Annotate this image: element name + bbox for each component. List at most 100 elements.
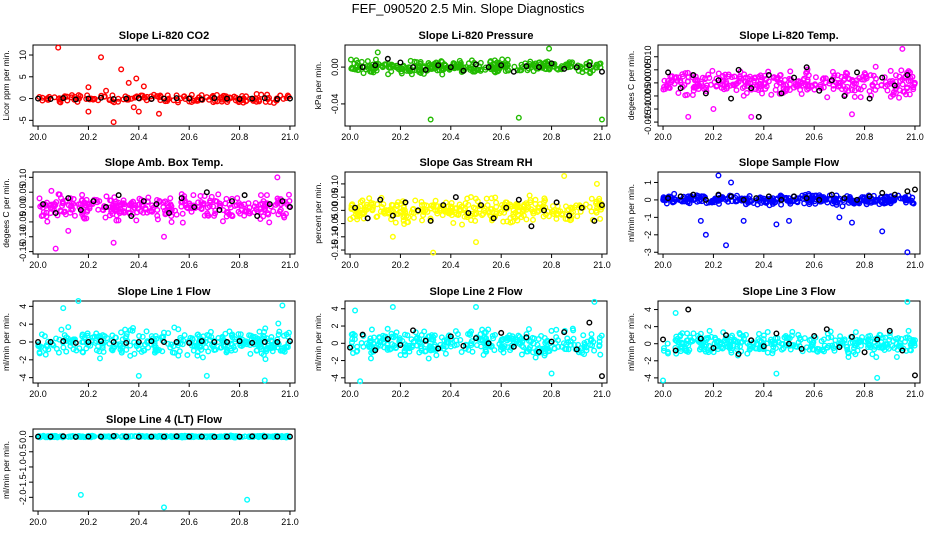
y-axis-label: ml/min per min. <box>1 313 11 371</box>
data-point <box>444 338 451 345</box>
data-point <box>804 78 811 85</box>
data-point <box>828 334 835 341</box>
data-point <box>583 347 590 354</box>
data-point <box>908 341 915 348</box>
data-point <box>740 92 747 99</box>
reference-point <box>274 433 281 440</box>
data-point <box>426 333 433 340</box>
reference-point <box>402 199 409 206</box>
data-point <box>71 212 78 219</box>
outlier-point <box>591 298 598 305</box>
x-tick-label: 21.0 <box>281 389 299 399</box>
data-point <box>67 209 74 216</box>
data-point <box>705 71 712 78</box>
data-point <box>106 212 113 219</box>
x-tick-label: 20.2 <box>392 132 410 142</box>
data-point <box>468 338 475 345</box>
data-point <box>846 76 853 83</box>
data-point <box>383 61 390 68</box>
reference-point <box>755 113 762 120</box>
data-point <box>237 331 244 338</box>
data-point <box>810 195 817 202</box>
y-tick-label: -0.10 <box>330 227 340 248</box>
reference-point <box>490 215 497 222</box>
reference-point <box>123 433 130 440</box>
data-point <box>902 91 909 98</box>
reference-point <box>410 64 417 71</box>
data-point <box>440 345 447 352</box>
x-tick-label: 20.0 <box>29 389 47 399</box>
data-point <box>228 347 235 354</box>
data-point <box>59 200 66 207</box>
y-tick-label: 4 <box>18 304 28 309</box>
data-point <box>140 209 147 216</box>
y-tick-label: 0 <box>643 197 653 202</box>
data-point <box>861 70 868 77</box>
data-point <box>758 338 765 345</box>
data-point <box>412 197 419 204</box>
data-point <box>61 332 68 339</box>
data-point <box>693 83 700 90</box>
panel-title: Slope Sample Flow <box>739 157 840 169</box>
reference-point <box>241 192 248 199</box>
y-tick-label: -2 <box>330 357 340 365</box>
reference-point <box>427 217 434 224</box>
data-point <box>407 68 414 75</box>
data-point <box>512 214 519 221</box>
data-point <box>734 339 741 346</box>
data-point <box>751 75 758 82</box>
data-point <box>283 94 290 101</box>
y-tick-label: 0.00 <box>330 58 340 76</box>
panel-title: Slope Li-820 Pressure <box>419 30 534 42</box>
data-point <box>588 195 595 202</box>
reference-point <box>803 64 810 71</box>
reference-point <box>861 349 868 356</box>
data-point <box>77 93 84 100</box>
data-point <box>348 331 355 338</box>
reference-point <box>866 95 873 102</box>
data-point <box>219 218 226 225</box>
data-point <box>112 207 119 214</box>
reference-point <box>465 209 472 216</box>
data-point <box>272 201 279 208</box>
y-tick-label: 0.05 <box>330 188 340 206</box>
data-point <box>212 210 219 217</box>
data-point <box>79 333 86 340</box>
reference-point <box>478 202 485 209</box>
data-point <box>778 346 785 353</box>
data-point <box>698 80 705 87</box>
data-point <box>215 191 222 198</box>
data-point <box>541 352 548 359</box>
data-point <box>206 332 213 339</box>
data-point <box>84 207 91 214</box>
data-point <box>394 203 401 210</box>
data-point <box>430 337 437 344</box>
data-point <box>79 191 86 198</box>
x-tick-label: 20.0 <box>29 517 47 527</box>
data-point <box>869 81 876 88</box>
reference-point <box>266 201 273 208</box>
reference-point <box>660 336 667 343</box>
reference-point <box>435 62 442 69</box>
data-point <box>181 93 188 100</box>
data-point <box>727 334 734 341</box>
outlier-point <box>389 233 396 240</box>
data-point <box>405 214 412 221</box>
y-tick-label: -0.04 <box>330 94 340 115</box>
reference-point <box>415 207 422 214</box>
y-tick-label: 0 <box>18 96 28 101</box>
data-point <box>63 348 70 355</box>
data-point <box>47 210 54 217</box>
data-point <box>410 206 417 213</box>
data-point <box>510 207 517 214</box>
y-tick-label: 0 <box>643 341 653 346</box>
reference-point <box>279 198 286 205</box>
data-point <box>179 219 186 226</box>
data-point <box>467 194 474 201</box>
data-point <box>276 328 283 335</box>
data-point <box>256 328 263 335</box>
reference-point <box>223 95 230 102</box>
data-point <box>536 204 543 211</box>
data-point <box>564 207 571 214</box>
